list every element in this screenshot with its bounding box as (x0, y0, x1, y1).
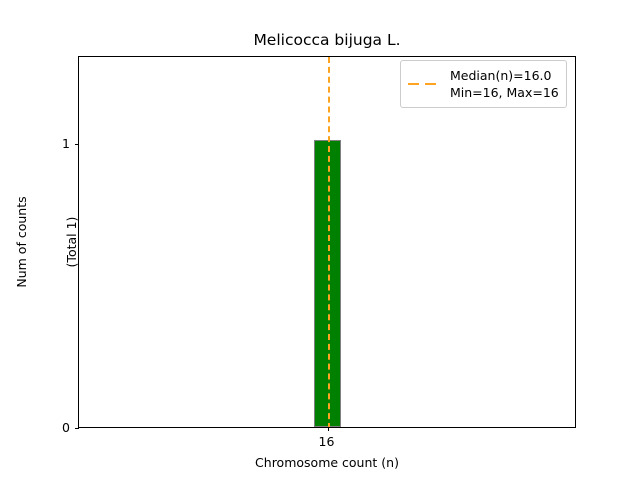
chart-title: Melicocca bijuga L. (253, 31, 401, 49)
legend-label-minmax: Min=16, Max=16 (450, 85, 559, 100)
legend-entry-median: Median(n)=16.0 Min=16, Max=16 (408, 67, 559, 101)
xtick-label-16: 16 (318, 434, 335, 449)
ytick-label-0: 0 (62, 420, 70, 435)
median-line (327, 57, 330, 427)
legend-text-block: Median(n)=16.0 Min=16, Max=16 (450, 67, 559, 101)
ytick-label-1: 1 (62, 136, 70, 151)
ytick-mark-1 (74, 144, 79, 145)
legend-label-median: Median(n)=16.0 (450, 68, 552, 83)
dashed-line-icon (408, 78, 441, 90)
y-axis-label-line1: Num of counts (14, 196, 29, 288)
xtick-mark-16 (327, 427, 329, 432)
ytick-mark-0 (74, 428, 79, 429)
plot-clip-region (79, 57, 575, 427)
legend: Median(n)=16.0 Min=16, Max=16 (400, 60, 567, 108)
x-axis-label: Chromosome count (n) (255, 455, 399, 470)
plot-area (74, 56, 576, 432)
